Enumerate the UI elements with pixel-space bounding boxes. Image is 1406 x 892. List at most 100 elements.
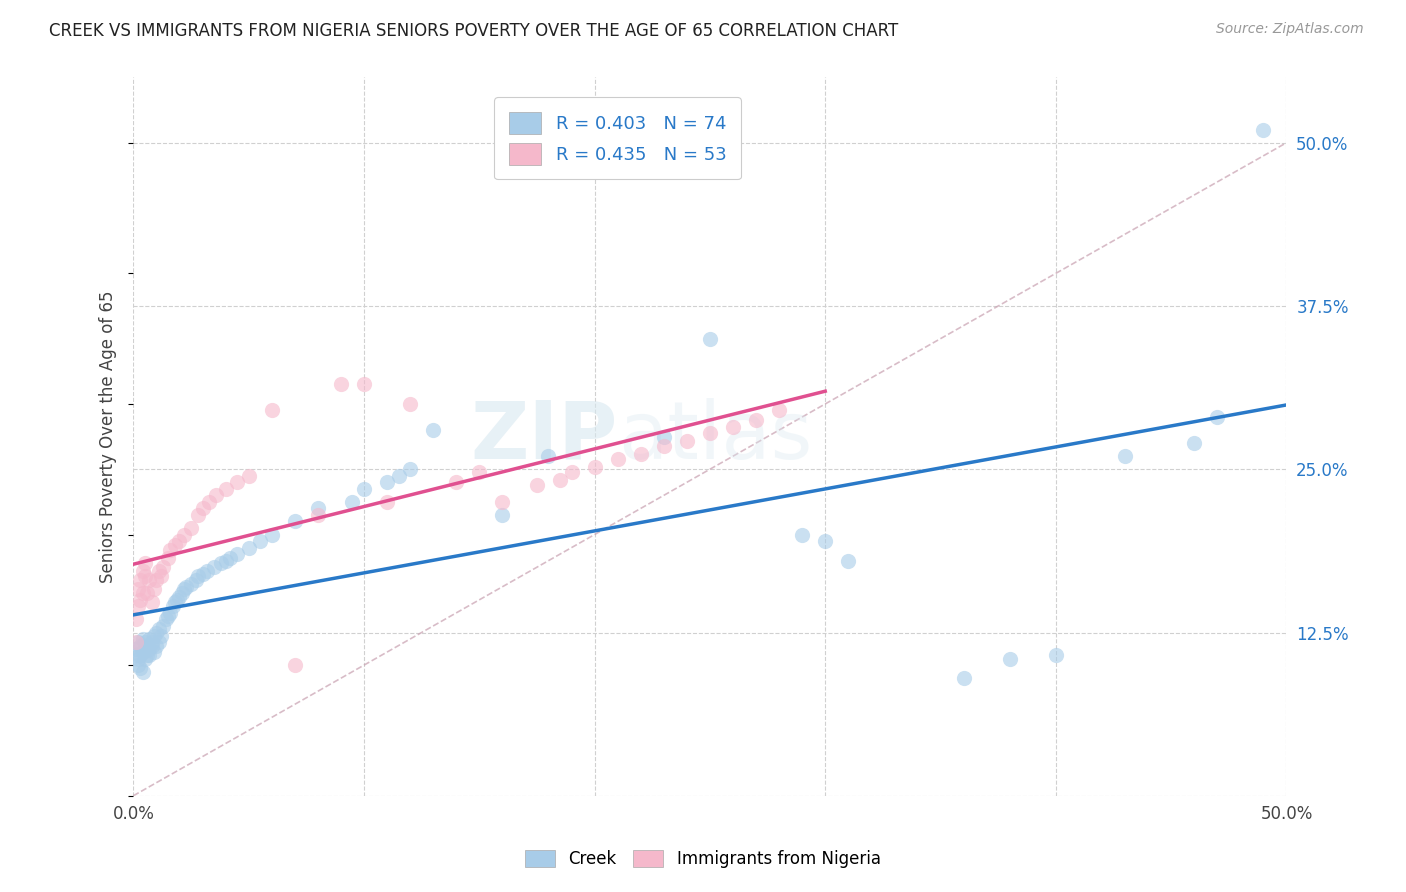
Point [152, 619, 174, 633]
Point [156, 608, 179, 623]
Point [138, 574, 160, 588]
Point [180, 577, 202, 591]
Point [1253, 122, 1275, 136]
Point [583, 459, 606, 474]
Point [143, 629, 166, 643]
Point [342, 495, 364, 509]
Point [491, 508, 513, 522]
Point [238, 541, 260, 555]
Point [159, 543, 181, 558]
Legend: Creek, Immigrants from Nigeria: Creek, Immigrants from Nigeria [519, 843, 887, 875]
Text: Source: ZipAtlas.com: Source: ZipAtlas.com [1216, 22, 1364, 37]
Point [138, 632, 160, 646]
Point [127, 651, 149, 665]
Point [249, 534, 271, 549]
Point [162, 599, 184, 614]
Point [134, 642, 156, 657]
Point [1206, 409, 1229, 424]
Point [214, 554, 236, 568]
Point [159, 606, 181, 620]
Point [399, 462, 422, 476]
Point [422, 423, 444, 437]
Point [1114, 449, 1136, 463]
Point [537, 449, 560, 463]
Point [676, 434, 699, 448]
Point [195, 564, 218, 578]
Point [560, 465, 582, 479]
Point [134, 634, 156, 648]
Point [143, 582, 166, 597]
Point [131, 586, 153, 600]
Point [375, 475, 398, 490]
Point [284, 658, 307, 673]
Point [205, 488, 228, 502]
Point [191, 566, 214, 581]
Point [226, 547, 249, 561]
Point [998, 651, 1021, 665]
Point [134, 651, 156, 665]
Point [187, 508, 209, 522]
Point [155, 612, 177, 626]
Point [606, 451, 628, 466]
Point [129, 639, 152, 653]
Point [148, 622, 170, 636]
Point [652, 429, 675, 443]
Point [745, 412, 768, 426]
Point [129, 661, 152, 675]
Point [209, 556, 232, 570]
Text: ZIP: ZIP [471, 398, 617, 475]
Point [129, 648, 152, 662]
Point [169, 534, 191, 549]
Point [238, 468, 260, 483]
Point [387, 468, 409, 483]
Point [134, 569, 156, 583]
Point [173, 527, 195, 541]
Point [156, 551, 179, 566]
Point [138, 642, 160, 657]
Point [837, 554, 859, 568]
Point [131, 645, 153, 659]
Point [260, 403, 283, 417]
Point [226, 475, 249, 490]
Point [699, 332, 721, 346]
Point [131, 665, 153, 679]
Point [1045, 648, 1067, 662]
Point [169, 591, 191, 605]
Point [150, 629, 173, 643]
Text: atlas: atlas [617, 398, 813, 475]
Point [148, 564, 170, 578]
Point [792, 527, 814, 541]
Point [166, 592, 188, 607]
Point [163, 595, 186, 609]
Point [491, 495, 513, 509]
Point [129, 592, 152, 607]
Point [284, 515, 307, 529]
Point [163, 538, 186, 552]
Point [191, 501, 214, 516]
Point [814, 534, 837, 549]
Point [124, 642, 146, 657]
Point [124, 648, 146, 662]
Y-axis label: Seniors Poverty Over the Age of 65: Seniors Poverty Over the Age of 65 [100, 291, 117, 582]
Legend: R = 0.403   N = 74, R = 0.435   N = 53: R = 0.403 N = 74, R = 0.435 N = 53 [495, 97, 741, 179]
Point [307, 508, 329, 522]
Point [136, 648, 159, 662]
Point [127, 599, 149, 614]
Point [134, 556, 156, 570]
Point [124, 612, 146, 626]
Point [127, 582, 149, 597]
Point [198, 495, 221, 509]
Point [1182, 436, 1205, 450]
Point [353, 377, 375, 392]
Point [468, 465, 491, 479]
Point [136, 586, 159, 600]
Point [184, 574, 207, 588]
Point [127, 658, 149, 673]
Point [444, 475, 467, 490]
Point [699, 425, 721, 440]
Point [143, 645, 166, 659]
Point [173, 582, 195, 597]
Point [141, 639, 163, 653]
Point [124, 634, 146, 648]
Point [219, 551, 242, 566]
